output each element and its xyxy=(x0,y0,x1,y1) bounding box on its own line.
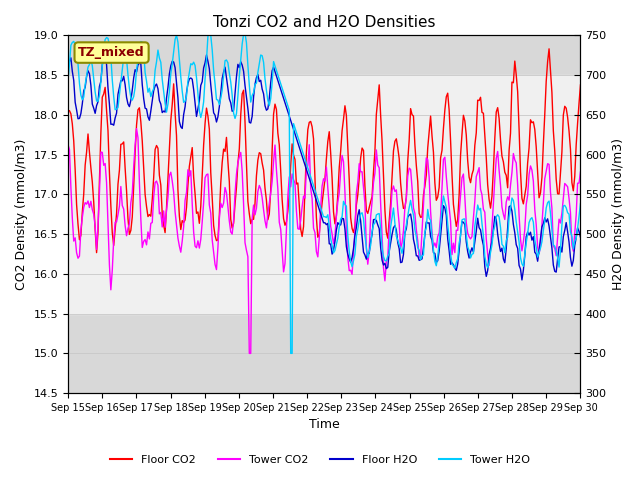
Y-axis label: CO2 Density (mmol/m3): CO2 Density (mmol/m3) xyxy=(15,139,28,290)
Title: Tonzi CO2 and H2O Densities: Tonzi CO2 and H2O Densities xyxy=(213,15,435,30)
Legend: Floor CO2, Tower CO2, Floor H2O, Tower H2O: Floor CO2, Tower CO2, Floor H2O, Tower H… xyxy=(105,451,535,469)
X-axis label: Time: Time xyxy=(309,419,340,432)
Y-axis label: H2O Density (mmol/m3): H2O Density (mmol/m3) xyxy=(612,138,625,290)
Bar xyxy=(68,75,580,313)
Text: TZ_mixed: TZ_mixed xyxy=(78,46,145,59)
